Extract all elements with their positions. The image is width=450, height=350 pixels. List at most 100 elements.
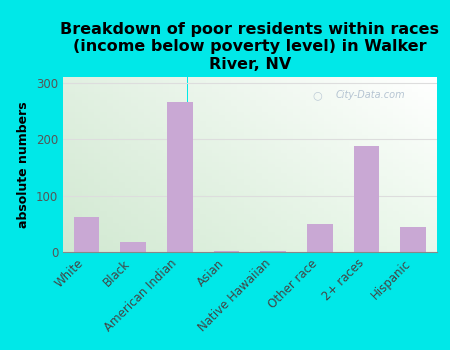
- Bar: [318, 92, 324, 94]
- Bar: [405, 118, 412, 121]
- Bar: [337, 226, 343, 229]
- Bar: [181, 135, 188, 138]
- Bar: [243, 118, 250, 121]
- Bar: [200, 232, 206, 235]
- Bar: [76, 94, 82, 97]
- Bar: [349, 220, 356, 223]
- Bar: [293, 185, 300, 188]
- Bar: [399, 199, 405, 202]
- Bar: [274, 194, 281, 197]
- Bar: [231, 156, 237, 159]
- Bar: [281, 156, 287, 159]
- Bar: [430, 243, 436, 246]
- Bar: [237, 234, 243, 237]
- Bar: [150, 202, 157, 205]
- Bar: [131, 164, 138, 167]
- Bar: [268, 162, 274, 164]
- Bar: [157, 135, 162, 138]
- Bar: [225, 211, 231, 214]
- Bar: [212, 188, 219, 191]
- Bar: [237, 144, 243, 147]
- Bar: [274, 103, 281, 106]
- Bar: [343, 173, 349, 176]
- Bar: [405, 191, 412, 194]
- Bar: [380, 167, 387, 170]
- Bar: [262, 199, 268, 202]
- Bar: [337, 150, 343, 153]
- Bar: [188, 249, 194, 252]
- Bar: [150, 162, 157, 164]
- Bar: [256, 170, 262, 173]
- Bar: [387, 138, 393, 141]
- Bar: [380, 127, 387, 130]
- Bar: [300, 229, 306, 232]
- Bar: [293, 77, 300, 80]
- Bar: [231, 109, 237, 112]
- Bar: [337, 94, 343, 97]
- Bar: [293, 156, 300, 159]
- Bar: [250, 202, 256, 205]
- Bar: [300, 237, 306, 240]
- Bar: [144, 159, 150, 162]
- Bar: [287, 179, 293, 182]
- Bar: [144, 234, 150, 237]
- Bar: [131, 138, 138, 141]
- Bar: [393, 106, 399, 109]
- Bar: [169, 191, 175, 194]
- Bar: [94, 220, 100, 223]
- Bar: [169, 83, 175, 86]
- Bar: [162, 182, 169, 185]
- Bar: [63, 92, 69, 94]
- Bar: [356, 100, 362, 103]
- Bar: [88, 144, 94, 147]
- Bar: [293, 205, 300, 208]
- Bar: [281, 205, 287, 208]
- Bar: [356, 130, 362, 132]
- Bar: [107, 164, 113, 167]
- Bar: [206, 164, 212, 167]
- Bar: [324, 97, 331, 100]
- Bar: [380, 237, 387, 240]
- Bar: [374, 97, 381, 100]
- Bar: [374, 237, 381, 240]
- Bar: [399, 249, 405, 252]
- Bar: [393, 202, 399, 205]
- Bar: [144, 86, 150, 89]
- Bar: [300, 141, 306, 144]
- Bar: [100, 141, 107, 144]
- Bar: [88, 176, 94, 179]
- Bar: [281, 89, 287, 92]
- Bar: [380, 80, 387, 83]
- Bar: [424, 173, 430, 176]
- Bar: [368, 185, 374, 188]
- Bar: [368, 156, 374, 159]
- Bar: [76, 173, 82, 176]
- Bar: [194, 100, 200, 103]
- Bar: [219, 199, 225, 202]
- Bar: [188, 109, 194, 112]
- Bar: [312, 89, 318, 92]
- Bar: [374, 194, 381, 197]
- Bar: [262, 229, 268, 232]
- Bar: [349, 179, 356, 182]
- Bar: [119, 223, 125, 226]
- Bar: [194, 127, 200, 130]
- Bar: [63, 150, 69, 153]
- Bar: [250, 208, 256, 211]
- Bar: [412, 199, 418, 202]
- Bar: [107, 237, 113, 240]
- Bar: [300, 103, 306, 106]
- Bar: [318, 234, 324, 237]
- Bar: [212, 170, 219, 173]
- Bar: [144, 94, 150, 97]
- Bar: [206, 217, 212, 220]
- Bar: [119, 194, 125, 197]
- Bar: [100, 112, 107, 115]
- Bar: [418, 170, 424, 173]
- Bar: [88, 77, 94, 80]
- Bar: [268, 77, 274, 80]
- Bar: [268, 173, 274, 176]
- Bar: [337, 97, 343, 100]
- Bar: [200, 205, 206, 208]
- Bar: [212, 162, 219, 164]
